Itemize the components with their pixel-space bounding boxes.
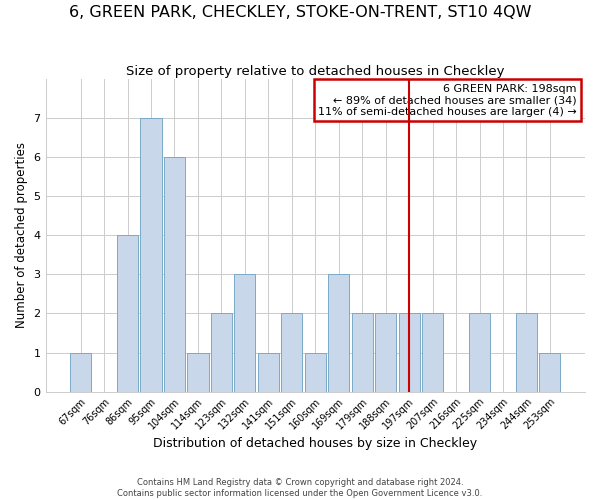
Bar bbox=[469, 314, 490, 392]
Bar bbox=[281, 314, 302, 392]
Bar bbox=[164, 158, 185, 392]
Text: 6 GREEN PARK: 198sqm
← 89% of detached houses are smaller (34)
11% of semi-detac: 6 GREEN PARK: 198sqm ← 89% of detached h… bbox=[318, 84, 577, 117]
Bar bbox=[211, 314, 232, 392]
Bar bbox=[539, 352, 560, 392]
Bar bbox=[117, 236, 138, 392]
Bar bbox=[328, 274, 349, 392]
Bar bbox=[422, 314, 443, 392]
Bar bbox=[258, 352, 279, 392]
Bar bbox=[516, 314, 537, 392]
Bar bbox=[398, 314, 419, 392]
Y-axis label: Number of detached properties: Number of detached properties bbox=[15, 142, 28, 328]
Title: Size of property relative to detached houses in Checkley: Size of property relative to detached ho… bbox=[126, 65, 505, 78]
Bar bbox=[235, 274, 256, 392]
Bar bbox=[140, 118, 161, 392]
Bar bbox=[352, 314, 373, 392]
Bar bbox=[70, 352, 91, 392]
Text: 6, GREEN PARK, CHECKLEY, STOKE-ON-TRENT, ST10 4QW: 6, GREEN PARK, CHECKLEY, STOKE-ON-TRENT,… bbox=[69, 5, 531, 20]
Bar bbox=[187, 352, 209, 392]
Bar bbox=[305, 352, 326, 392]
Bar bbox=[375, 314, 396, 392]
Text: Contains HM Land Registry data © Crown copyright and database right 2024.
Contai: Contains HM Land Registry data © Crown c… bbox=[118, 478, 482, 498]
X-axis label: Distribution of detached houses by size in Checkley: Distribution of detached houses by size … bbox=[153, 437, 478, 450]
